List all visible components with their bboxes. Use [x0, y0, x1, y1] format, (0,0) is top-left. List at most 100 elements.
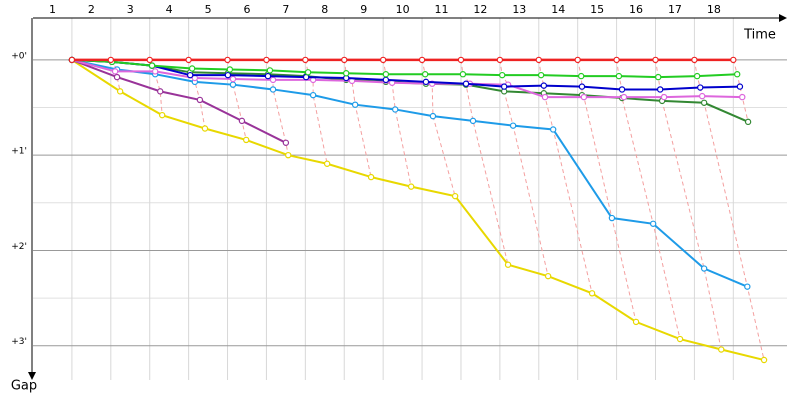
point — [499, 71, 506, 79]
point — [739, 93, 746, 101]
point — [157, 88, 164, 95]
point — [580, 93, 588, 101]
point — [158, 111, 166, 119]
point — [243, 136, 250, 144]
point — [588, 290, 596, 297]
point — [422, 78, 430, 86]
lap-connector — [655, 59, 722, 350]
point — [613, 56, 620, 64]
point — [201, 125, 209, 132]
point — [656, 86, 664, 93]
y-axis-label: Gap — [11, 379, 37, 394]
point — [264, 72, 272, 80]
point — [697, 84, 704, 91]
lap-connector — [265, 59, 289, 156]
point — [309, 91, 317, 99]
x-axis-label: Time — [743, 28, 776, 43]
point — [111, 68, 119, 75]
point — [457, 56, 465, 64]
point — [229, 81, 237, 88]
point — [429, 112, 437, 120]
x-axis-arrow — [779, 14, 787, 22]
x-tick-label: 8 — [321, 3, 328, 16]
series-line — [71, 58, 287, 144]
point — [615, 72, 623, 80]
point — [577, 72, 585, 80]
series — [68, 56, 751, 290]
series — [68, 56, 737, 64]
point — [537, 71, 545, 79]
point — [342, 70, 350, 77]
point — [367, 173, 375, 181]
point — [744, 283, 751, 290]
point — [285, 151, 292, 159]
point — [68, 56, 76, 64]
point — [304, 69, 312, 76]
point — [535, 56, 542, 64]
x-tick-label: 10 — [396, 3, 410, 16]
series — [68, 56, 744, 93]
point — [302, 56, 309, 64]
x-tick-label: 9 — [360, 3, 367, 16]
point — [462, 80, 470, 87]
point — [229, 75, 237, 83]
x-tick-label: 16 — [629, 3, 643, 16]
point — [263, 56, 270, 64]
point — [544, 272, 552, 280]
point — [185, 56, 192, 64]
point — [379, 56, 387, 64]
point — [224, 71, 232, 79]
y-tick-label: +3' — [11, 337, 27, 347]
point — [760, 356, 768, 364]
x-tick-label: 17 — [668, 3, 682, 16]
point — [691, 56, 698, 64]
series-line — [71, 59, 765, 361]
x-tick-label: 14 — [551, 3, 565, 16]
series — [68, 56, 768, 364]
point — [282, 139, 290, 146]
point — [107, 56, 115, 64]
point — [269, 86, 277, 93]
y-tick-label: +2' — [11, 242, 27, 252]
point — [151, 68, 159, 75]
series-line — [71, 58, 740, 91]
point — [744, 118, 752, 126]
point — [718, 346, 725, 353]
point — [549, 126, 557, 133]
point — [382, 76, 390, 84]
point — [421, 71, 429, 78]
y-tick-label: +0' — [11, 51, 27, 61]
point — [618, 86, 626, 93]
x-tick-label: 15 — [590, 3, 604, 16]
point — [148, 62, 156, 69]
x-tick-label: 5 — [205, 3, 212, 16]
point — [676, 335, 684, 343]
x-tick-label: 4 — [166, 3, 173, 16]
point — [341, 56, 348, 64]
x-tick-label: 13 — [512, 3, 526, 16]
point — [620, 93, 628, 101]
point — [698, 92, 706, 100]
point — [660, 93, 668, 101]
point — [196, 96, 204, 104]
series — [68, 56, 741, 81]
x-tick-label: 11 — [435, 3, 449, 16]
y-tick-label: +1' — [11, 147, 27, 157]
x-tick-label: 2 — [88, 3, 95, 16]
point — [323, 160, 331, 167]
x-tick-label: 18 — [707, 3, 721, 16]
point — [116, 88, 124, 95]
point — [188, 65, 196, 72]
point — [224, 56, 231, 64]
point — [509, 122, 517, 129]
point — [693, 72, 701, 80]
point — [574, 56, 581, 64]
point — [652, 56, 659, 64]
point — [459, 71, 467, 78]
point — [113, 73, 121, 81]
point — [269, 76, 277, 84]
point — [451, 192, 459, 200]
point — [407, 183, 415, 190]
lap-connector — [732, 59, 749, 122]
